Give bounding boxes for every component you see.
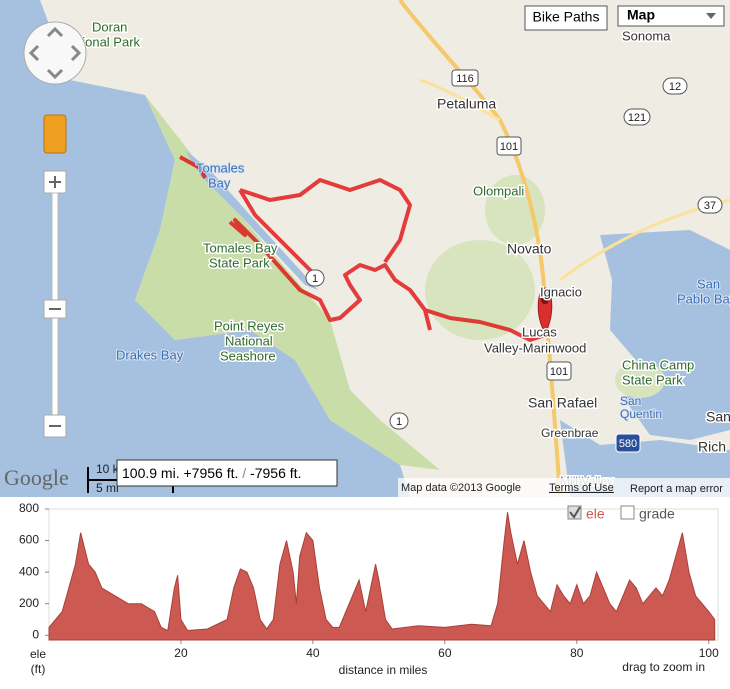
pan-control[interactable]	[23, 21, 87, 85]
park-area	[485, 175, 545, 245]
shield-label: 1	[396, 416, 402, 428]
scale-mi: 5 mi	[96, 481, 119, 495]
map-label: San	[697, 276, 720, 291]
bike-paths-button[interactable]	[524, 5, 608, 31]
legend-check	[569, 506, 581, 519]
map-label: Sonoma	[622, 28, 671, 43]
y-tick-label: 200	[19, 596, 39, 610]
x-tick-label: 100	[699, 646, 719, 660]
map-label: Tomales	[196, 160, 245, 175]
map-label: Ignacio	[540, 284, 582, 299]
shield	[496, 136, 522, 156]
shield-label: 116	[456, 73, 474, 85]
y-tick-label: 400	[19, 564, 39, 578]
route-marker-dot	[541, 296, 549, 304]
map-label: Olompali	[473, 183, 524, 198]
x-tick-label: 80	[570, 646, 584, 660]
tomales-bay	[185, 150, 318, 290]
elevation-area	[48, 512, 716, 641]
map-type-label: Map	[627, 7, 655, 23]
map-label: National	[225, 333, 273, 348]
bike-paths-label: Bike Paths	[533, 9, 600, 25]
pan-arrows	[28, 26, 82, 80]
shield	[615, 433, 641, 453]
legend-label: ele	[586, 506, 605, 522]
map-label: San Rafael	[528, 395, 597, 411]
x-tick-label: 20	[174, 646, 188, 660]
shield	[546, 361, 572, 381]
map-label: Seashore	[220, 348, 276, 363]
map-label: Pablo Bay	[677, 291, 730, 306]
map-type-dropdown[interactable]	[617, 5, 725, 27]
park-area	[615, 362, 665, 398]
toggle-label: grade	[639, 506, 675, 522]
toggle-checkbox[interactable]	[620, 505, 635, 520]
pan-circle[interactable]	[23, 21, 87, 85]
park-area	[425, 240, 535, 340]
zoom-in-icon	[49, 176, 61, 188]
shield	[305, 269, 325, 287]
shield	[389, 412, 409, 430]
map-label: San	[620, 394, 641, 408]
map-label: Valley-Marinwood	[484, 340, 586, 355]
shield-label: 1	[312, 273, 318, 285]
map-label: Greenbrae	[541, 426, 599, 440]
dropdown-arrow	[706, 13, 716, 19]
shield-label: 12	[669, 81, 681, 93]
map-label: Doran	[92, 19, 127, 34]
pegman[interactable]	[43, 114, 67, 154]
route-gain: +7956 ft.	[183, 465, 238, 481]
attribution-bg	[398, 478, 730, 497]
shield	[662, 77, 688, 95]
y-tick-label: 600	[19, 533, 39, 547]
x-axis-label: distance in miles	[339, 663, 428, 677]
route-stats-box	[116, 459, 338, 487]
sf-bay	[560, 420, 730, 497]
x-tick-label: 40	[306, 646, 320, 660]
report-link[interactable]: Report a map error	[630, 483, 723, 495]
peninsula	[135, 95, 440, 470]
attribution: Map data ©2013 Google	[401, 482, 521, 494]
y-tick-label: 800	[19, 501, 39, 515]
terms-link[interactable]: Terms of Use	[549, 482, 614, 494]
shield-label: 580	[619, 438, 637, 450]
route-loss: -7956 ft.	[250, 465, 301, 481]
hint: drag to zoom in	[622, 660, 705, 674]
shield	[697, 196, 723, 214]
map-label: Drakes Bay	[116, 347, 184, 362]
map-label: Point Reyes	[214, 318, 285, 333]
map: Doran National Park Sonoma Petaluma Olom…	[0, 0, 730, 497]
shield-label: 101	[500, 141, 518, 153]
map-label: State Park	[209, 255, 270, 270]
y-axis-label: (ft)	[31, 662, 46, 676]
y-tick-label: 0	[32, 627, 39, 641]
map-label: Lucas	[522, 324, 557, 339]
x-tick-label: 60	[438, 646, 452, 660]
route-distance: 100.9 mi.	[122, 465, 180, 481]
google-logo: Google	[4, 465, 69, 490]
shield-label: 37	[704, 200, 716, 212]
map-label: Rich	[698, 439, 726, 455]
map-label: China Camp	[622, 357, 694, 372]
map-label: Quentin	[620, 407, 662, 421]
ocean	[0, 0, 410, 497]
shield-label: 101	[550, 366, 568, 378]
shield	[623, 108, 651, 126]
y-axis-label: ele	[30, 647, 46, 661]
map-label: Novato	[507, 241, 552, 257]
map-label: Tomales Bay	[203, 240, 278, 255]
shields: 116 12 121 101 37 1 101 1 580	[305, 69, 723, 453]
map-label: Bay	[208, 175, 231, 190]
shield-label: 121	[628, 112, 646, 124]
route-stats: 100.9 mi. +7956 ft. / -7956 ft.	[122, 465, 301, 481]
route	[179, 155, 546, 342]
shield	[451, 69, 479, 87]
map-label: Petaluma	[437, 96, 496, 112]
map-label: San	[706, 409, 730, 425]
highway	[398, 0, 562, 497]
map-label: State Park	[622, 372, 683, 387]
route-separator: /	[242, 465, 246, 481]
